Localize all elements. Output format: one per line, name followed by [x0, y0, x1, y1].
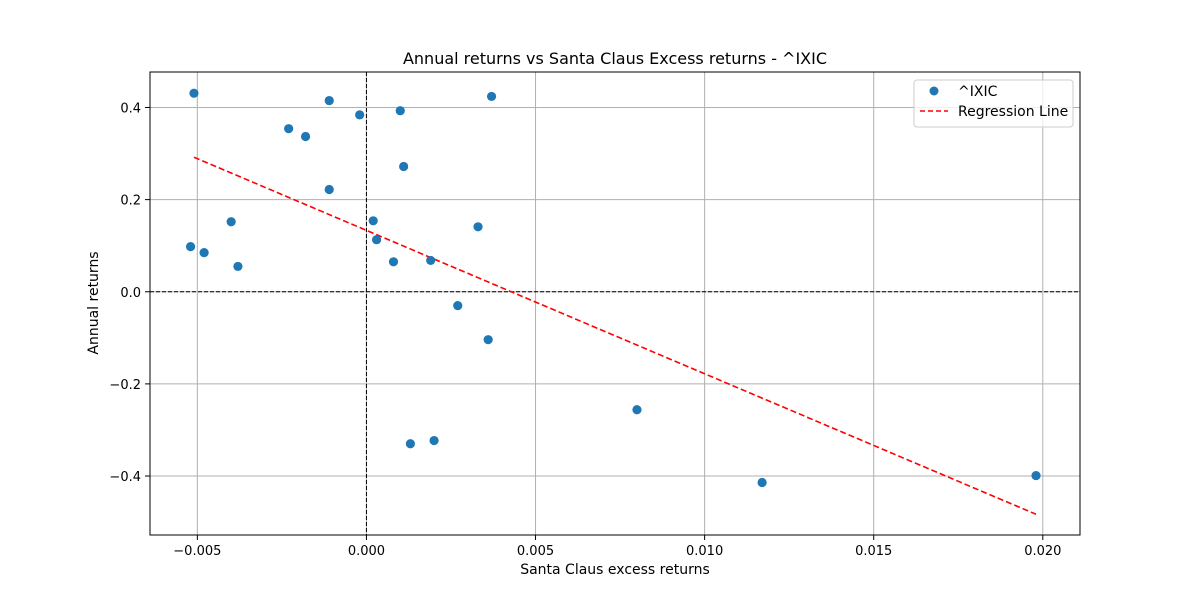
data-point	[632, 405, 642, 415]
x-axis-title: Santa Claus excess returns	[520, 562, 710, 578]
data-point	[388, 257, 399, 267]
legend-label-ixic: ^IXIC	[958, 84, 998, 100]
x-tick-label: 0.010	[686, 544, 723, 559]
data-point	[300, 131, 311, 142]
x-tick-label: 0.005	[517, 544, 554, 559]
reference-lines	[150, 72, 1080, 535]
data-point	[429, 435, 439, 446]
y-axis-ticks: −0.4 −0.2 0.0 0.2 0.4	[109, 101, 150, 485]
data-point	[483, 335, 493, 345]
y-tick-label: −0.2	[109, 378, 141, 393]
x-axis-ticks: −0.005 0.000 0.005 0.010 0.015 0.020	[173, 535, 1061, 559]
data-point	[395, 106, 405, 116]
legend-marker-ixic	[929, 86, 939, 96]
y-tick-label: 0.2	[120, 194, 141, 209]
data-point	[324, 95, 334, 106]
legend-label-regression: Regression Line	[958, 104, 1068, 120]
data-point	[371, 235, 382, 245]
data-point	[324, 184, 334, 195]
y-tick-label: 0.0	[120, 286, 141, 301]
data-point	[233, 261, 243, 272]
plot-frame	[149, 71, 1081, 536]
data-point	[284, 124, 294, 134]
data-point	[189, 88, 199, 98]
data-point	[1031, 470, 1041, 481]
x-tick-label: 0.020	[1024, 544, 1061, 559]
x-tick-label: 0.000	[348, 544, 385, 559]
x-tick-label: −0.005	[173, 544, 221, 559]
data-point	[368, 216, 378, 226]
data-point	[399, 161, 409, 172]
data-point	[226, 217, 236, 227]
chart-title: Annual returns vs Santa Claus Excess ret…	[403, 49, 827, 68]
data-point	[355, 110, 365, 120]
data-point	[185, 242, 196, 252]
scatter-points	[185, 88, 1041, 488]
y-tick-label: −0.4	[109, 470, 141, 485]
x-tick-label: 0.015	[855, 544, 892, 559]
data-point	[453, 300, 463, 311]
data-point	[426, 255, 436, 266]
y-axis-title: Annual returns	[86, 251, 102, 354]
data-point	[757, 477, 767, 488]
data-point	[199, 247, 209, 258]
data-point	[486, 91, 497, 102]
data-point	[473, 222, 483, 232]
y-tick-label: 0.4	[120, 101, 141, 116]
legend: ^IXIC Regression Line	[913, 79, 1074, 128]
legend-box	[913, 79, 1074, 128]
data-point	[405, 439, 415, 449]
